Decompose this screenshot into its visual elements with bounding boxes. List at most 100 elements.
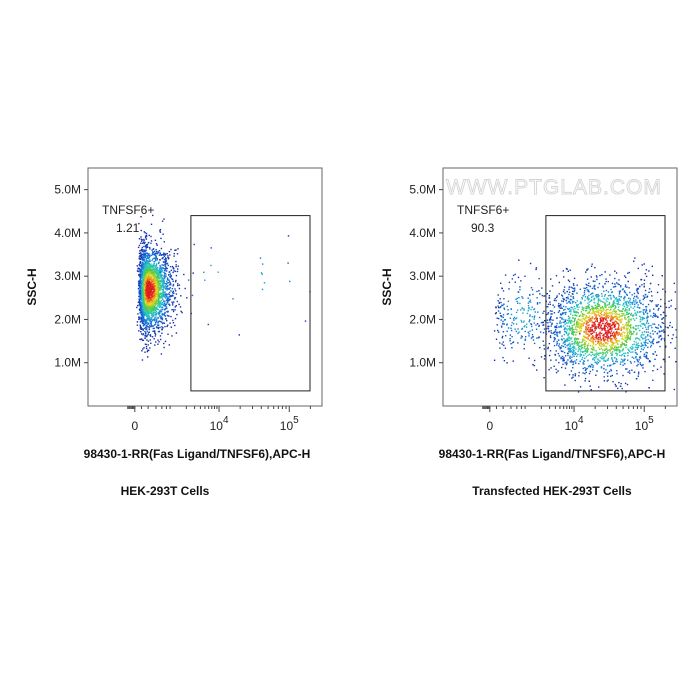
event-dot — [563, 328, 565, 331]
event-dot — [583, 343, 585, 346]
event-dot — [143, 304, 145, 306]
event-dot — [160, 294, 162, 296]
event-dot — [582, 323, 584, 325]
event-dot — [141, 280, 143, 282]
event-dot — [654, 351, 656, 353]
event-dot — [146, 269, 148, 272]
event-dot — [141, 246, 143, 249]
event-dot — [139, 262, 141, 264]
event-dot — [607, 343, 609, 345]
event-dot — [160, 305, 162, 307]
event-dot — [152, 258, 154, 260]
event-dot — [162, 322, 164, 324]
event-dot — [149, 320, 151, 322]
event-dot — [572, 297, 575, 300]
event-dot — [575, 328, 577, 330]
event-dot — [563, 357, 565, 359]
event-dot — [616, 350, 618, 352]
event-dot — [139, 275, 141, 277]
event-dot — [573, 306, 575, 308]
event-dot — [158, 330, 161, 333]
event-dot — [144, 334, 146, 336]
event-dot — [148, 298, 150, 300]
event-dot — [152, 325, 155, 327]
event-dot — [653, 365, 655, 367]
event-dot — [581, 313, 584, 315]
event-dot — [616, 330, 618, 333]
event-dot — [604, 360, 607, 362]
event-dot — [159, 316, 162, 319]
event-dot — [636, 288, 638, 290]
event-dot — [155, 259, 157, 262]
event-dot — [641, 284, 643, 286]
event-dot — [564, 327, 566, 329]
event-dot — [147, 312, 149, 315]
event-dot — [626, 339, 628, 341]
event-dot — [149, 260, 152, 262]
event-dot — [574, 360, 576, 362]
event-dot — [585, 341, 588, 343]
event-dot — [619, 363, 622, 365]
event-dot — [574, 373, 577, 375]
event-dot — [570, 337, 573, 339]
event-dot — [154, 303, 156, 305]
event-dot — [157, 294, 159, 297]
event-dot — [581, 341, 583, 344]
event-dot — [625, 368, 627, 370]
event-dot — [577, 353, 579, 356]
event-dot — [160, 268, 162, 270]
event-dot — [167, 297, 170, 300]
event-dot — [669, 321, 671, 324]
event-dot — [633, 327, 635, 329]
event-dot — [593, 299, 595, 301]
event-dot — [629, 300, 631, 302]
event-dot — [660, 335, 662, 337]
event-dot — [161, 277, 164, 280]
event-dot — [606, 322, 608, 324]
event-dot — [141, 309, 144, 311]
event-dot — [627, 338, 629, 340]
event-dot — [650, 315, 652, 317]
event-dot — [153, 338, 155, 340]
event-dot — [142, 266, 144, 268]
event-dot — [597, 340, 599, 342]
event-dot — [567, 337, 569, 339]
event-dot — [624, 332, 626, 334]
event-dot — [591, 305, 593, 307]
event-dot — [628, 349, 630, 351]
event-dot — [146, 273, 149, 275]
event-dot — [169, 254, 171, 256]
event-dot — [146, 243, 149, 246]
event-dot — [636, 358, 638, 361]
y-axis-ticks: 1.0M2.0M3.0M4.0M5.0M — [54, 183, 88, 370]
event-dot — [597, 327, 600, 329]
event-dot — [592, 321, 594, 324]
event-dot — [585, 371, 587, 374]
event-dot — [144, 245, 147, 248]
event-dot — [153, 311, 155, 313]
event-dot — [164, 285, 167, 287]
event-dot — [512, 360, 514, 362]
event-dot — [572, 290, 574, 293]
event-dot — [658, 324, 660, 326]
event-dot — [153, 289, 155, 292]
event-dot — [564, 384, 566, 386]
event-dot — [598, 324, 600, 327]
event-dot — [567, 359, 569, 361]
event-dot — [149, 339, 151, 341]
event-dot — [581, 325, 584, 327]
event-dot — [152, 300, 154, 302]
event-dot — [162, 253, 164, 256]
event-dot — [139, 304, 141, 307]
event-dot — [150, 322, 152, 325]
event-dot — [217, 271, 219, 273]
event-dot — [167, 264, 169, 267]
event-dot — [154, 239, 157, 241]
event-dot — [141, 271, 143, 273]
event-dot — [615, 352, 617, 355]
event-dot — [146, 263, 148, 265]
event-dot — [615, 337, 618, 340]
event-dot — [148, 279, 151, 281]
event-dot — [642, 295, 645, 297]
event-dot — [579, 353, 581, 355]
